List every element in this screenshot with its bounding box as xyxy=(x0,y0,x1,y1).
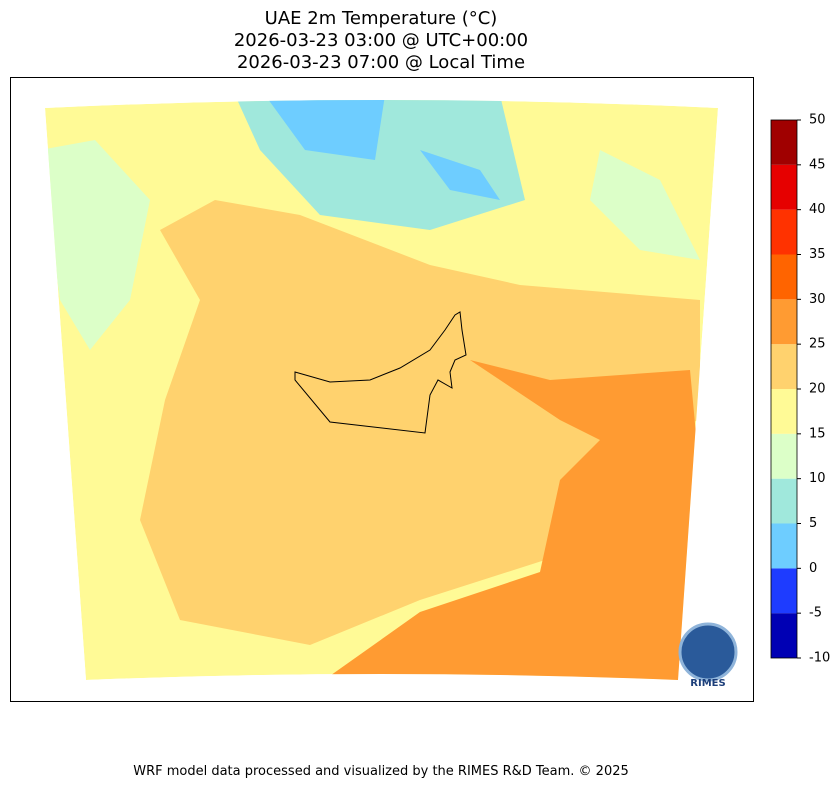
colorbar-tick-label: 30 xyxy=(809,292,826,307)
field-region xyxy=(420,150,500,200)
colorbar: -10 -5 0 5 10 15 20 25 30 35 40 45 50 xyxy=(770,113,830,666)
colorbar-bin xyxy=(771,254,797,300)
title-line: 2026-03-23 03:00 @ UTC+00:00 xyxy=(234,30,528,51)
colorbar-tick-label: 20 xyxy=(809,382,826,397)
colorbar-bin xyxy=(771,164,797,210)
field-region xyxy=(45,140,150,350)
colorbar-bin xyxy=(771,209,797,255)
colorbar-tick-label: 50 xyxy=(809,113,826,128)
field-region xyxy=(310,360,718,680)
field-region xyxy=(140,200,700,645)
colorbar-bin xyxy=(771,523,797,569)
logo: RIMES xyxy=(678,622,738,689)
colorbar-tick-label: 10 xyxy=(809,471,826,486)
colorbar-tick-label: 40 xyxy=(809,202,826,217)
colorbar-tick-label: 0 xyxy=(809,561,817,576)
country-border xyxy=(294,311,467,434)
colorbar-bin xyxy=(771,389,797,434)
colorbar-bin xyxy=(771,568,797,614)
logo-emblem xyxy=(678,622,738,682)
footer: WRF model data processed and visualized … xyxy=(133,764,629,779)
colorbar-tick-label: 25 xyxy=(809,337,826,352)
title-line: UAE 2m Temperature (°C) xyxy=(265,8,498,29)
colorbar-tick-label: -10 xyxy=(809,651,830,666)
colorbar-bin xyxy=(771,120,797,165)
colorbar-tick-label: 35 xyxy=(809,247,826,262)
colorbar-tick-label: 5 xyxy=(809,516,817,531)
title-line: 2026-03-23 07:00 @ Local Time xyxy=(237,52,525,73)
logo-text: RIMES xyxy=(690,678,725,689)
field-region xyxy=(265,100,385,160)
colorbar-bin xyxy=(771,299,797,345)
colorbar-tick-label: -5 xyxy=(809,606,822,621)
colorbar-bin xyxy=(771,613,797,658)
colorbar-bin xyxy=(771,344,797,389)
colorbar-tick-label: 45 xyxy=(809,157,826,172)
colorbar-tick-label: 15 xyxy=(809,426,826,441)
temperature-field xyxy=(45,100,718,680)
field-region xyxy=(590,150,700,260)
colorbar-bin xyxy=(771,478,797,524)
colorbar-bin xyxy=(771,433,797,479)
